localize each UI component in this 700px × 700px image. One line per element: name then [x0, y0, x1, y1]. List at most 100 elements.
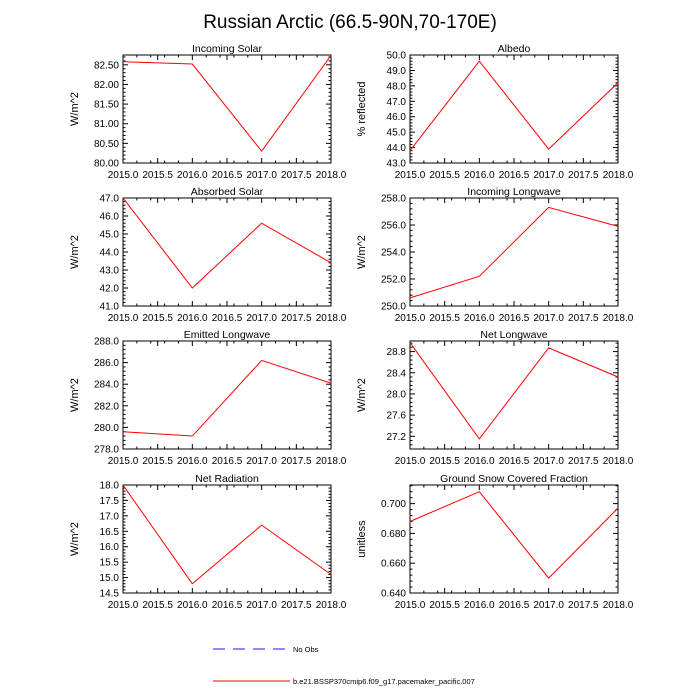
x-tick-label: 2017.0	[533, 170, 564, 181]
panel-title: Absorbed Solar	[191, 186, 264, 198]
chart-panel-3: Absorbed Solar 2015.0 2015.5 2016.0 2016.5 20…	[69, 186, 347, 324]
x-tick-label: 2016.0	[464, 456, 495, 467]
panel-title: Net Radiation	[195, 473, 259, 485]
y-tick-label: 81.00	[94, 119, 119, 130]
panel-title: Ground Snow Covered Fraction	[440, 473, 588, 485]
y-tick-label: 45.0	[100, 230, 120, 241]
y-tick-label: 286.0	[94, 358, 119, 369]
y-tick-label: 252.0	[381, 275, 406, 286]
x-tick-label: 2015.0	[395, 600, 426, 611]
x-tick-label: 2016.5	[212, 456, 243, 467]
x-tick-label: 2017.5	[568, 170, 599, 181]
y-tick-label: 82.50	[94, 60, 119, 71]
x-tick-label: 2015.5	[142, 600, 173, 611]
y-axis-label: unitless	[356, 520, 368, 558]
x-tick-label: 2017.5	[568, 456, 599, 467]
x-tick-label: 2017.5	[281, 456, 312, 467]
series-line	[122, 359, 332, 437]
x-tick-label: 2015.0	[108, 170, 139, 181]
y-tick-label: 284.0	[94, 380, 119, 391]
y-tick-label: 282.0	[94, 401, 119, 412]
y-tick-label: 14.5	[100, 589, 120, 600]
series-line	[122, 197, 332, 289]
plot-frame	[409, 197, 619, 307]
y-tick-label: 46.0	[387, 112, 407, 123]
y-tick-label: 0.680	[381, 529, 406, 540]
panel-title: Net Longwave	[480, 329, 547, 341]
main-title: Russian Arctic (66.5-90N,70-170E)	[203, 12, 497, 33]
legend-model-label: b.e21.BSSP370cmip6.f09_g17.pacemaker_pac…	[293, 677, 475, 686]
y-tick-label: 288.0	[94, 337, 119, 348]
chart-panel-4: Incoming Longwave 2015.0 2015.5 2016.0 2016.…	[356, 186, 634, 324]
series-line	[409, 206, 619, 299]
x-tick-label: 2015.5	[429, 170, 460, 181]
y-tick-label: 28.8	[387, 347, 407, 358]
x-tick-label: 2018.0	[603, 456, 634, 467]
x-tick-label: 2016.5	[499, 600, 530, 611]
x-tick-label: 2017.5	[568, 600, 599, 611]
series-line	[409, 60, 619, 151]
x-tick-label: 2017.0	[246, 170, 277, 181]
y-tick-label: 41.0	[100, 302, 120, 313]
y-tick-label: 44.0	[387, 143, 407, 154]
y-axis-label: W/m^2	[356, 235, 368, 269]
y-tick-label: 17.0	[100, 511, 120, 522]
plot-frame	[122, 197, 332, 307]
plot-frame	[409, 54, 619, 164]
y-tick-label: 45.0	[387, 128, 407, 139]
y-axis-label: W/m^2	[69, 92, 81, 126]
y-tick-label: 258.0	[381, 194, 406, 205]
y-axis-label: % reflected	[356, 81, 368, 136]
series-line	[409, 491, 619, 579]
y-axis-label: W/m^2	[356, 378, 368, 412]
x-tick-label: 2015.0	[108, 313, 139, 324]
x-tick-label: 2015.0	[395, 456, 426, 467]
x-tick-label: 2015.5	[429, 456, 460, 467]
x-tick-label: 2016.5	[499, 456, 530, 467]
x-tick-label: 2017.0	[533, 456, 564, 467]
legend: No Obs b.e21.BSSP370cmip6.f09_g17.pacema…	[213, 645, 475, 686]
y-tick-label: 15.5	[100, 558, 120, 569]
y-tick-label: 47.0	[387, 97, 407, 108]
y-tick-label: 0.700	[381, 499, 406, 510]
x-tick-label: 2016.5	[499, 313, 530, 324]
series-line	[122, 484, 332, 585]
x-tick-label: 2015.5	[142, 170, 173, 181]
y-tick-label: 17.5	[100, 496, 120, 507]
y-tick-label: 250.0	[381, 302, 406, 313]
x-tick-label: 2016.0	[177, 456, 208, 467]
x-tick-label: 2016.0	[464, 313, 495, 324]
y-tick-label: 28.0	[387, 389, 407, 400]
x-tick-label: 2018.0	[603, 600, 634, 611]
x-tick-label: 2018.0	[603, 313, 634, 324]
series-line	[409, 342, 619, 440]
y-tick-label: 46.0	[100, 212, 120, 223]
chart-panel-8: Ground Snow Covered Fraction 2015.0 2015.5…	[356, 473, 634, 611]
y-tick-label: 80.50	[94, 139, 119, 150]
x-tick-label: 2016.5	[212, 313, 243, 324]
x-tick-label: 2016.5	[212, 170, 243, 181]
y-tick-label: 43.0	[100, 266, 120, 277]
x-tick-label: 2016.0	[177, 313, 208, 324]
x-tick-label: 2018.0	[603, 170, 634, 181]
y-axis-label: W/m^2	[69, 378, 81, 412]
x-tick-label: 2017.5	[281, 170, 312, 181]
y-tick-label: 256.0	[381, 221, 406, 232]
x-tick-label: 2015.5	[142, 313, 173, 324]
x-tick-label: 2016.5	[499, 170, 530, 181]
y-tick-label: 82.00	[94, 80, 119, 91]
plot-frame	[122, 54, 332, 164]
y-tick-label: 48.0	[387, 81, 407, 92]
y-tick-label: 80.00	[94, 159, 119, 170]
y-tick-label: 28.4	[387, 368, 407, 379]
x-tick-label: 2018.0	[316, 313, 347, 324]
panel-title: Incoming Longwave	[467, 186, 561, 198]
x-tick-label: 2017.5	[281, 313, 312, 324]
y-tick-label: 254.0	[381, 248, 406, 259]
x-tick-label: 2015.5	[142, 456, 173, 467]
